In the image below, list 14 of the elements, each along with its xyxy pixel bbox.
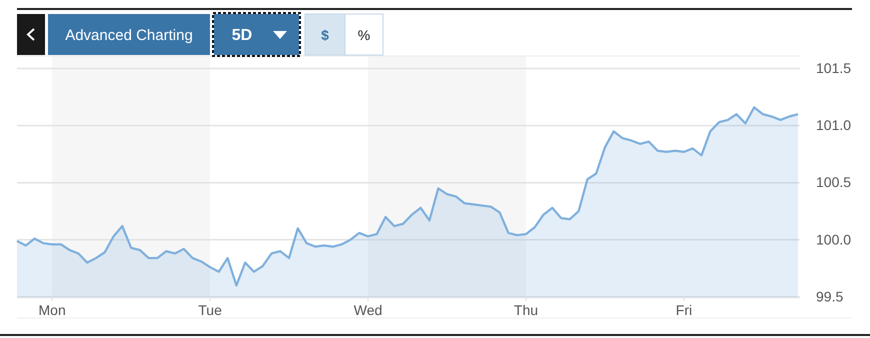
x-tick-label: Thu [514,302,538,318]
x-tick-label: Tue [198,302,222,318]
text: $ [321,27,330,43]
x-tick-label: Mon [38,302,66,318]
y-tick-label: 101.0 [816,117,852,134]
text: Advanced Charting [65,27,193,44]
x-tick-label: Fri [676,302,692,318]
y-tick-label: 99.5 [816,288,844,304]
y-tick-label: 100.0 [816,231,852,248]
x-tick-label: Wed [354,302,382,318]
y-tick-label: 100.5 [816,174,852,190]
text: % [358,27,370,43]
y-tick-label: 101.5 [816,60,852,76]
text: 5D [232,27,252,44]
